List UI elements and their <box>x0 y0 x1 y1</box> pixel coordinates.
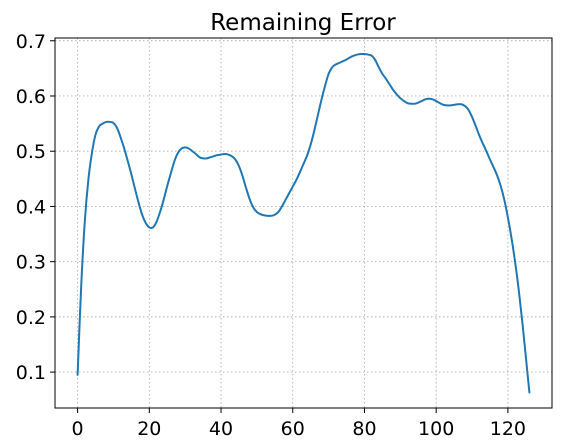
x-tick-label: 80 <box>352 418 376 440</box>
plot-area <box>76 52 531 394</box>
series-line <box>76 52 531 394</box>
grid <box>55 38 552 408</box>
y-tick-label: 0.1 <box>16 362 46 384</box>
x-tick-label: 100 <box>418 418 454 440</box>
y-tick-label: 0.2 <box>16 307 46 329</box>
y-tick-label: 0.3 <box>16 252 46 274</box>
y-tick-label: 0.7 <box>16 31 46 53</box>
x-tick-label: 120 <box>490 418 526 440</box>
x-axis: 0 20 40 60 80 100 120 <box>72 408 526 440</box>
y-axis: 0.1 0.2 0.3 0.4 0.5 0.6 0.7 <box>16 31 55 384</box>
chart-title: Remaining Error <box>210 10 396 36</box>
y-tick-label: 0.4 <box>16 196 46 218</box>
x-tick-label: 60 <box>281 418 305 440</box>
x-tick-label: 40 <box>209 418 233 440</box>
x-tick-label: 20 <box>137 418 161 440</box>
axes-frame <box>54 37 553 409</box>
y-tick-label: 0.5 <box>16 141 46 163</box>
y-tick-label: 0.6 <box>16 86 46 108</box>
x-tick-label: 0 <box>72 418 84 440</box>
